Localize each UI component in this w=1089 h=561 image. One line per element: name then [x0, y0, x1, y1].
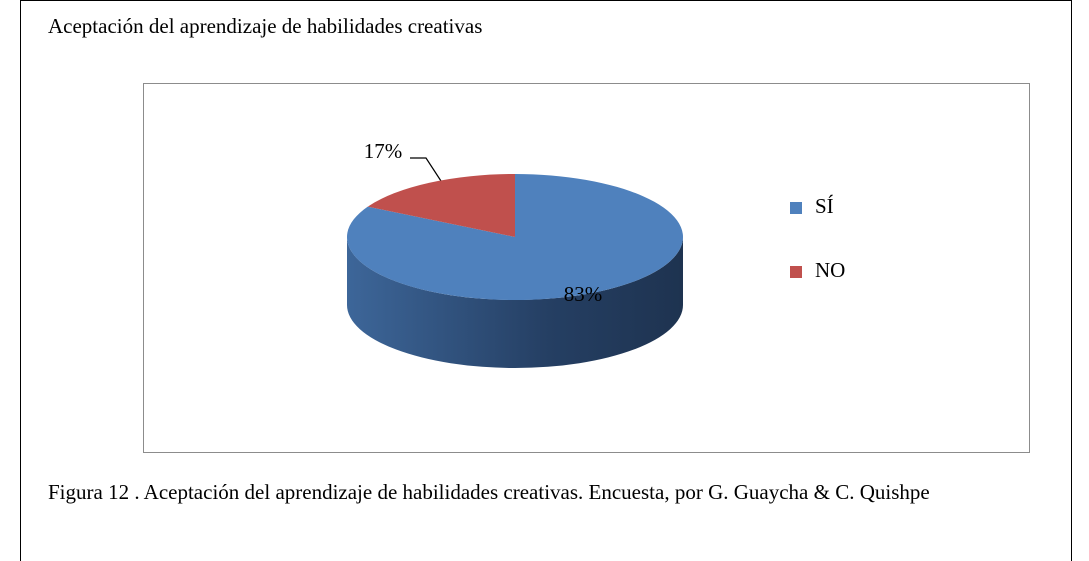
- pie-slice: [367, 174, 515, 237]
- leader-line: [410, 157, 442, 182]
- pie-slice: [347, 174, 684, 300]
- legend-label: NO: [815, 258, 845, 282]
- data-label: 83%: [564, 282, 603, 306]
- legend-swatch: [790, 202, 802, 214]
- legend-label: SÍ: [815, 194, 834, 218]
- data-label: 17%: [364, 139, 403, 163]
- figure-title: Aceptación del aprendizaje de habilidade…: [48, 14, 483, 38]
- figure-caption: Figura 12 . Aceptación del aprendizaje d…: [48, 480, 930, 504]
- legend-swatch: [790, 266, 802, 278]
- pie-side: [347, 237, 683, 368]
- figure-frame: [20, 0, 1072, 561]
